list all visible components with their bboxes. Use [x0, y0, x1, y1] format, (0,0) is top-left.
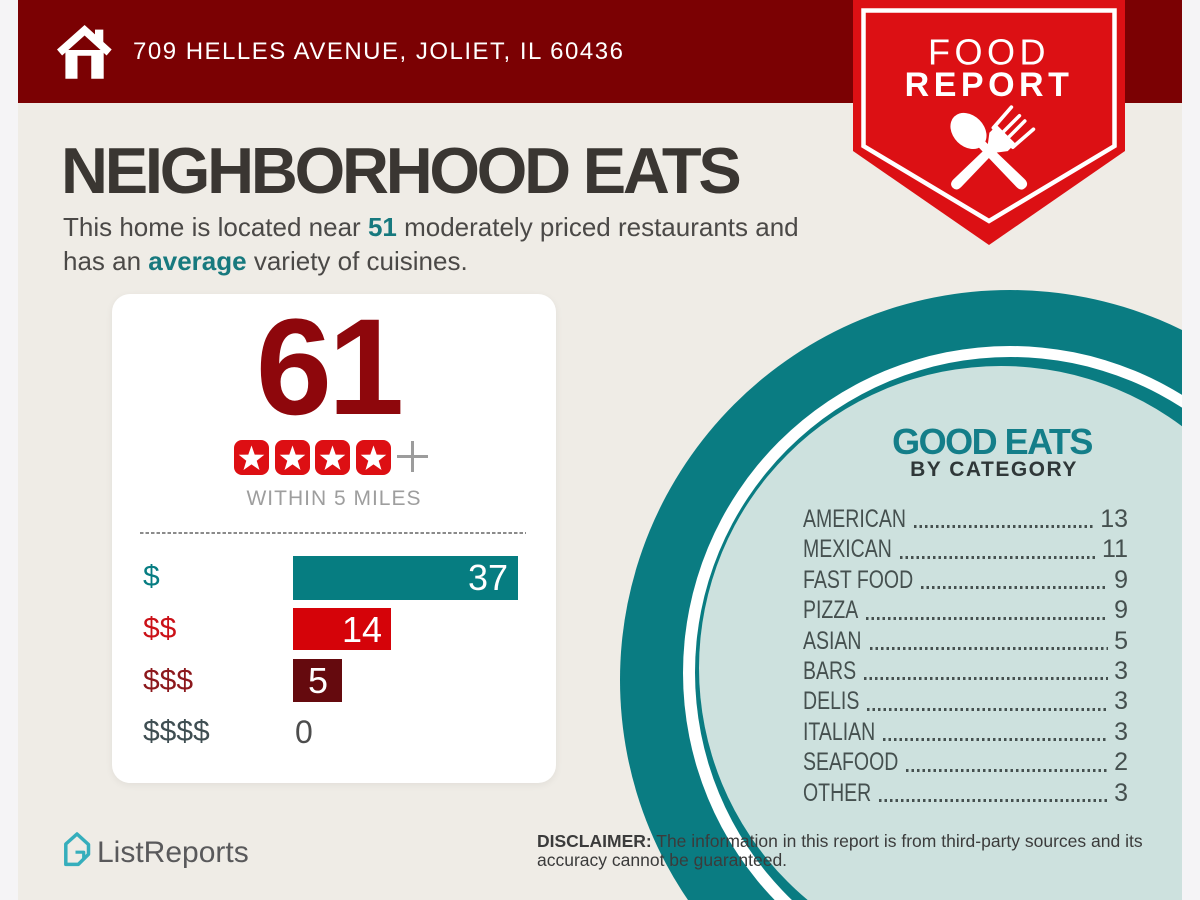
svg-text:REPORT: REPORT	[905, 66, 1074, 104]
svg-text:FOOD: FOOD	[928, 32, 1050, 73]
